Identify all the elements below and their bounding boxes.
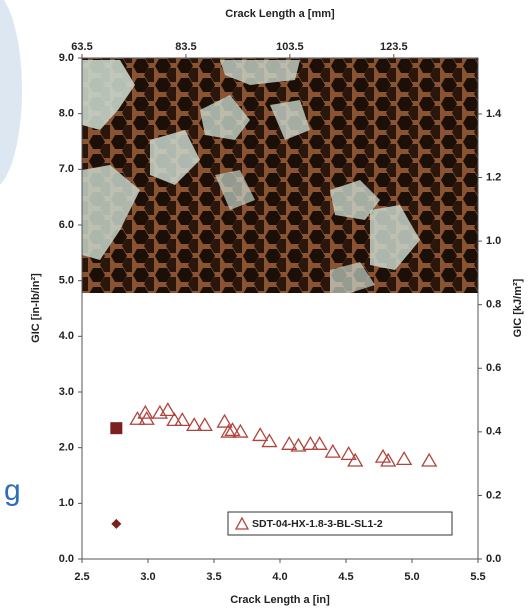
y2-tick-label: 0.0 <box>486 553 501 565</box>
x-axis-title: Crack Length a [in] <box>230 594 330 606</box>
x-tick-label: 3.5 <box>206 571 221 583</box>
background-text: g <box>4 474 21 507</box>
y2-tick-label: 1.0 <box>486 235 501 247</box>
point <box>110 422 123 435</box>
point <box>281 436 298 450</box>
y-tick-label: 1.0 <box>59 497 74 509</box>
point <box>196 417 213 432</box>
y2-tick-label: 0.4 <box>486 426 502 438</box>
point <box>302 436 319 450</box>
x2-tick-label: 103.5 <box>276 41 304 53</box>
y2-axis-title: GIC [kJ/m²] <box>512 278 524 337</box>
legend: SDT-04-HX-1.8-3-BL-SL1-2 <box>227 511 453 536</box>
point <box>159 402 176 417</box>
x-tick-label: 4.0 <box>272 571 287 583</box>
point <box>220 423 237 438</box>
point <box>347 452 364 467</box>
point <box>261 433 278 448</box>
point <box>340 446 357 460</box>
x-tick-label: 3.0 <box>140 571 155 583</box>
y-tick-label: 8.0 <box>59 108 74 120</box>
y-tick-label: 3.0 <box>59 386 74 398</box>
point <box>421 452 438 467</box>
x2-tick-label: 83.5 <box>175 41 196 53</box>
point <box>174 412 191 427</box>
y-tick-label: 9.0 <box>59 52 74 64</box>
y-tick-label: 5.0 <box>59 275 74 287</box>
point <box>216 413 233 428</box>
y-tick-label: 2.0 <box>59 442 74 454</box>
y2-tick-label: 1.4 <box>486 108 502 120</box>
point <box>395 451 413 466</box>
y-axis-title: GIC [in-lb/in²] <box>30 273 42 343</box>
point <box>252 427 269 442</box>
y2-tick-label: 0.8 <box>486 299 501 311</box>
y-tick-label: 7.0 <box>59 163 74 175</box>
point <box>232 423 249 438</box>
point <box>311 436 328 450</box>
point <box>186 417 203 432</box>
point <box>111 518 122 529</box>
y-tick-label: 6.0 <box>59 219 74 231</box>
point <box>224 422 241 437</box>
point <box>374 448 392 463</box>
y2-tick-label: 0.2 <box>486 489 501 501</box>
point <box>166 412 183 427</box>
x-tick-label: 5.0 <box>404 571 419 583</box>
x2-tick-label: 63.5 <box>71 41 92 53</box>
x-tick-label: 5.5 <box>470 571 485 583</box>
photo <box>82 58 478 293</box>
y-tick-label: 0.0 <box>59 553 74 565</box>
x2-tick-label: 123.5 <box>380 41 408 53</box>
legend-label: SDT-04-HX-1.8-3-BL-SL1-2 <box>252 518 383 530</box>
point <box>380 452 397 467</box>
point <box>290 437 307 452</box>
point <box>137 404 154 419</box>
x-tick-label: 2.5 <box>74 571 89 583</box>
y2-tick-label: 0.6 <box>486 362 501 374</box>
y-tick-label: 4.0 <box>59 330 74 342</box>
point <box>324 443 341 458</box>
legend-box <box>227 511 453 536</box>
background-shape <box>0 0 22 185</box>
point <box>138 410 155 425</box>
x-tick-label: 4.5 <box>338 571 353 583</box>
legend-marker <box>234 516 250 530</box>
y2-tick-label: 1.2 <box>486 171 501 183</box>
x2-axis-title: Crack Length a [mm] <box>225 8 335 20</box>
